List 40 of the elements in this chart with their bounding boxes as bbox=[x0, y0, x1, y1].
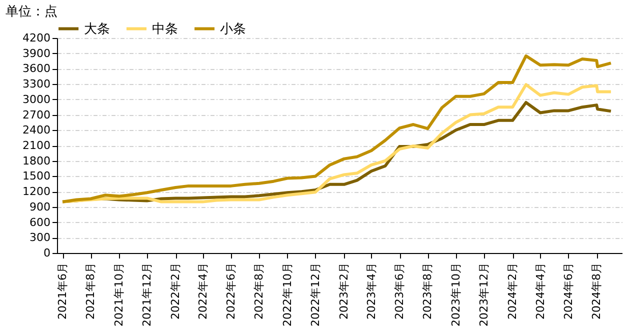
y-tick-label: 300 bbox=[30, 231, 50, 244]
y-tick-label: 2400 bbox=[22, 124, 50, 137]
y-tick-label: 3300 bbox=[22, 78, 50, 91]
y-tick-label: 1200 bbox=[22, 185, 50, 198]
y-tick-label: 2700 bbox=[22, 108, 50, 122]
x-tick-label: 2022年6月 bbox=[224, 262, 238, 320]
y-tick-label: 3600 bbox=[22, 62, 50, 76]
x-tick-label: 2022年10月 bbox=[280, 262, 294, 326]
y-tick-label: 2100 bbox=[22, 139, 50, 152]
line-series bbox=[61, 54, 612, 204]
legend-label: 小条 bbox=[220, 22, 246, 37]
y-tick-label: 900 bbox=[30, 200, 50, 214]
y-tick-label: 4200 bbox=[22, 32, 50, 44]
y-tick-label: 1500 bbox=[22, 170, 50, 183]
x-tick-label: 2024年4月 bbox=[534, 262, 547, 320]
x-tick-label: 2021年8月 bbox=[84, 262, 98, 320]
x-tick-label: 2023年2月 bbox=[338, 262, 351, 320]
x-tick-label: 2021年12月 bbox=[140, 262, 154, 326]
x-tick-label: 2021年10月 bbox=[112, 262, 126, 326]
y-tick-label: 3900 bbox=[22, 46, 50, 60]
x-tick-label: 2022年8月 bbox=[252, 262, 266, 320]
legend-label: 大条 bbox=[84, 22, 110, 37]
y-tick-label: 1800 bbox=[22, 154, 50, 168]
x-tick-label: 2023年10月 bbox=[449, 262, 462, 326]
x-tick-label: 2022年4月 bbox=[196, 262, 210, 320]
x-tick-label: 2021年6月 bbox=[56, 262, 70, 320]
legend-label: 中条 bbox=[152, 22, 178, 37]
x-tick-label: 2022年2月 bbox=[169, 262, 182, 320]
y-tick-label: 0 bbox=[44, 246, 50, 260]
x-tick-label: 2023年8月 bbox=[421, 262, 434, 320]
x-tick-label: 2023年4月 bbox=[364, 262, 378, 320]
x-tick-label: 2024年8月 bbox=[590, 262, 604, 320]
y-axis-title: 单位：点 bbox=[6, 4, 58, 20]
x-tick-label: 2022年12月 bbox=[308, 262, 322, 326]
x-tick-label: 2024年6月 bbox=[562, 262, 575, 320]
y-tick-label: 600 bbox=[30, 216, 50, 229]
x-tick-label: 2024年2月 bbox=[506, 262, 520, 320]
x-tick-label: 2023年6月 bbox=[393, 262, 406, 320]
x-tick-label: 2023年12月 bbox=[477, 262, 490, 326]
y-tick-label: 3000 bbox=[22, 92, 50, 106]
